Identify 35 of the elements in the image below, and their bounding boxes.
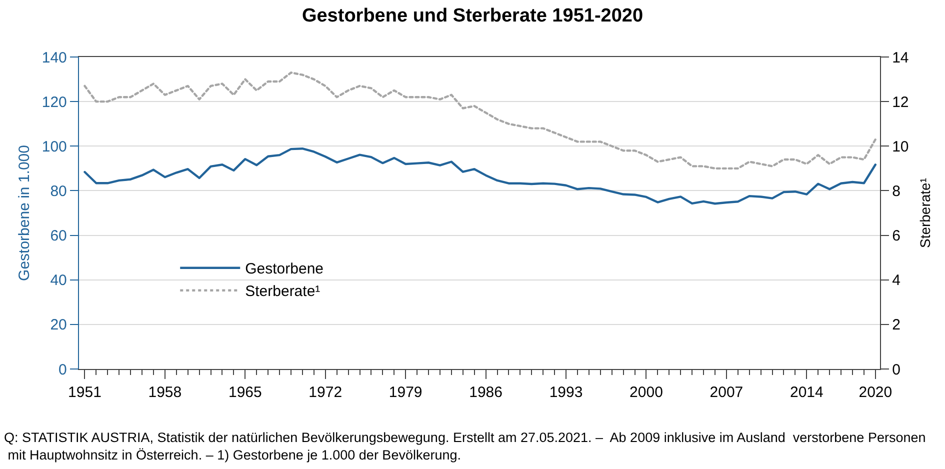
- y-tick-label: 80: [50, 182, 67, 200]
- y-tick-label: 40: [50, 272, 67, 290]
- y-tick-label: 100: [42, 138, 67, 156]
- x-tick-label: 2020: [858, 384, 892, 402]
- y2-tick-label: 6: [892, 228, 900, 245]
- x-tick-label: 1965: [228, 384, 262, 402]
- y2-tick-label: 2: [892, 316, 900, 334]
- line-series: [84, 147, 877, 205]
- legend-label: Gestorbene: [245, 260, 324, 278]
- x-tick-label: 1951: [68, 384, 102, 402]
- text: Q: STATISTIK AUSTRIA, Statistik der natürlichen Bevölkerungsbewegung. Erstellt am 27.05.2021. – Ab 2009 inklusive im Ausland verstorbene Personen mit Hauptwohnsitz in Österreich. – 1) Gestorbene je 1.000 der Bevölkerung.: [4, 430, 926, 463]
- y2-tick-label: 12: [892, 94, 909, 111]
- y2-tick-label: 4: [892, 272, 900, 290]
- y2-tick-label: 8: [892, 182, 900, 200]
- x-tick-label: 1993: [549, 384, 583, 402]
- x-tick-label: 1979: [388, 384, 422, 402]
- y2-axis-title: Sterberate¹: [917, 178, 934, 248]
- x-tick-label: 1986: [469, 384, 502, 402]
- y-tick-label: 120: [42, 94, 67, 111]
- x-tick-label: 2014: [790, 384, 824, 402]
- x-tick-label: 2000: [630, 384, 663, 402]
- y2-tick-label: 14: [892, 49, 909, 66]
- x-tick-label: 1972: [308, 384, 342, 402]
- y2-tick-label: 10: [892, 138, 909, 156]
- y-tick-label: 140: [42, 49, 67, 66]
- y-tick-label: 0: [58, 361, 67, 378]
- legend-label: Sterberate¹: [245, 283, 320, 300]
- y-tick-label: 20: [50, 316, 67, 334]
- y2-tick-label: 0: [892, 361, 900, 378]
- y-tick-label: 60: [50, 228, 67, 245]
- line-series: [84, 72, 877, 170]
- y-axis-title: Gestorbene in 1.000: [16, 145, 34, 281]
- x-tick-label: 2007: [710, 384, 744, 402]
- x-tick-label: 1958: [148, 384, 182, 402]
- chart-title: Gestorbene und Sterberate 1951-2020: [302, 6, 644, 27]
